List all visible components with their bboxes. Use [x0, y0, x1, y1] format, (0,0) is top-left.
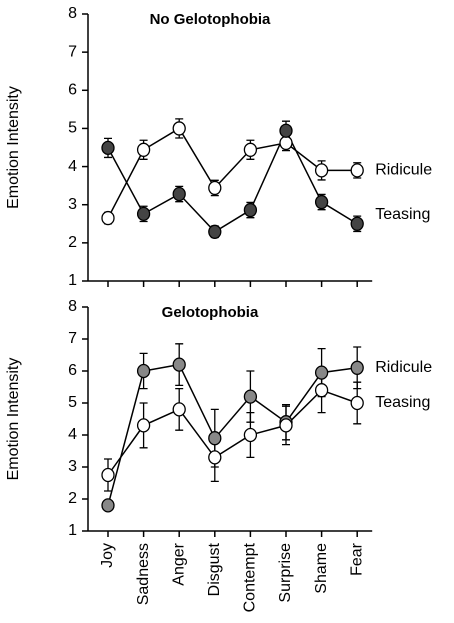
series-line: [107, 127, 358, 219]
data-point: [314, 383, 329, 398]
y-tick-label: 2: [68, 234, 77, 251]
x-tick-label: Anger: [170, 542, 187, 585]
data-point: [208, 450, 222, 465]
data-point: [101, 498, 115, 513]
series-label: Ridicule: [375, 162, 432, 179]
data-point: [279, 123, 293, 138]
chart-title: Gelotophobia: [162, 304, 259, 321]
y-tick-label: 3: [68, 196, 77, 213]
y-axis-label: Emotion Intensity: [5, 86, 22, 209]
series-label: Ridicule: [375, 359, 432, 376]
data-point: [350, 360, 364, 375]
data-point: [279, 418, 293, 433]
data-point: [350, 216, 364, 231]
x-tick-label: Fear: [348, 542, 365, 576]
data-point: [208, 224, 222, 239]
series-line: [107, 128, 358, 233]
data-point: [136, 418, 151, 433]
data-point: [243, 202, 258, 218]
x-tick-label: Disgust: [206, 542, 223, 596]
data-point: [208, 431, 222, 446]
x-tick-label: Joy: [99, 543, 116, 568]
chart-title: No Gelotophobia: [150, 11, 271, 28]
data-point: [314, 163, 329, 178]
y-tick-label: 2: [68, 490, 77, 507]
y-tick-label: 8: [68, 298, 77, 315]
data-point: [243, 427, 258, 443]
data-point: [136, 206, 151, 222]
data-point: [243, 142, 258, 157]
x-tick-label: Surprise: [277, 543, 294, 603]
data-point: [350, 395, 364, 411]
x-tick-label: Sadness: [135, 543, 152, 605]
data-point: [208, 180, 222, 196]
y-tick-label: 5: [68, 120, 77, 137]
y-tick-label: 6: [68, 362, 77, 379]
y-tick-label: 3: [68, 458, 77, 475]
data-point: [314, 194, 329, 210]
y-tick-label: 5: [68, 394, 77, 411]
data-point: [101, 467, 115, 483]
x-tick-label: Shame: [313, 543, 330, 594]
data-point: [101, 140, 115, 156]
data-point: [136, 363, 151, 379]
series-label: Teasing: [375, 394, 430, 411]
data-point: [172, 402, 186, 417]
y-tick-label: 8: [68, 5, 77, 22]
data-point: [172, 186, 186, 202]
y-tick-label: 7: [68, 330, 77, 347]
y-tick-label: 6: [68, 82, 77, 99]
x-tick-label: Contempt: [242, 542, 259, 612]
data-point: [279, 135, 293, 151]
data-point: [136, 142, 151, 157]
y-tick-label: 4: [68, 426, 77, 443]
data-point: [314, 365, 329, 380]
data-point: [350, 163, 364, 178]
y-tick-label: 1: [68, 272, 77, 289]
y-tick-label: 4: [68, 158, 77, 175]
series-label: Teasing: [375, 206, 430, 223]
data-point: [172, 357, 186, 372]
y-tick-label: 7: [68, 43, 77, 60]
data-point: [243, 389, 258, 404]
y-tick-label: 1: [68, 522, 77, 539]
data-point: [172, 121, 186, 136]
y-axis-label: Emotion Intensity: [5, 358, 22, 481]
data-point: [101, 210, 115, 226]
